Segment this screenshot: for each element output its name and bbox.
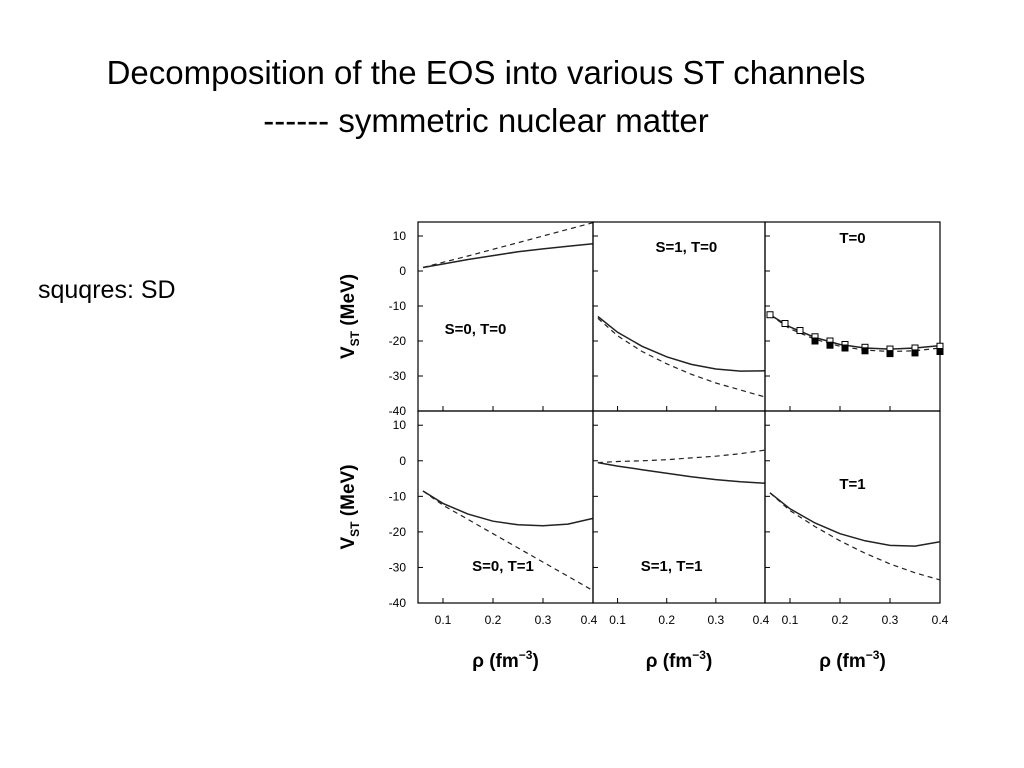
x-tick-label: 0.2 — [658, 613, 675, 627]
y-axis-title: VST (MeV) — [338, 464, 362, 549]
filled-square-marker — [911, 349, 919, 357]
y-tick-label: -10 — [389, 489, 407, 503]
series-dashed-line — [422, 222, 594, 269]
panel-frame — [764, 221, 941, 412]
panel-frame — [764, 410, 941, 604]
x-tick-label: 0.4 — [932, 613, 949, 627]
series-solid-line — [422, 242, 594, 269]
y-tick-label: 10 — [393, 418, 407, 432]
x-tick-label: 0.2 — [832, 613, 849, 627]
filled-square-marker — [811, 337, 819, 345]
x-tick-label: 0.4 — [753, 613, 770, 627]
panel-4: 10 0 -10 -20 -30 -40 0.1 0.2 0.3 0.4 S=0, T=1 — [389, 410, 598, 627]
y-tick-label: -20 — [389, 334, 407, 348]
series-solid-line — [597, 315, 766, 372]
y-tick-label: -40 — [389, 596, 407, 610]
panel-label: S=1, T=1 — [641, 558, 703, 575]
x-tick-label: 0.3 — [535, 613, 552, 627]
filled-square-marker — [841, 344, 849, 352]
series-dashed-line — [597, 317, 766, 398]
series-dashed-line — [422, 490, 594, 592]
x-tick-label: 0.1 — [609, 613, 626, 627]
panel-3: T=0 — [764, 221, 944, 412]
series-dashed-line — [769, 492, 941, 581]
y-tick-label: 0 — [399, 264, 406, 278]
y-tick-label: -30 — [389, 369, 407, 383]
y-tick-label: -30 — [389, 560, 407, 574]
series-dashed-line — [769, 314, 941, 353]
series-dashed-line — [597, 449, 766, 464]
filled-square-marker — [861, 347, 869, 355]
panel-label: S=0, T=1 — [472, 558, 534, 575]
x-tick-label: 0.1 — [782, 613, 799, 627]
x-tick-label: 0.2 — [485, 613, 502, 627]
y-tick-label: -10 — [389, 299, 407, 313]
side-note: squqres: SD — [38, 276, 176, 304]
slide-title-line-1: Decomposition of the EOS into various ST… — [106, 54, 866, 91]
series-solid-line — [769, 314, 941, 350]
panel-label: T=0 — [839, 230, 865, 247]
series-solid-line — [769, 492, 941, 547]
x-tick-label: 0.3 — [882, 613, 899, 627]
x-axis-title: ρ (fm−3) — [646, 648, 713, 672]
y-tick-label: 0 — [399, 454, 406, 468]
panel-label: T=1 — [839, 476, 865, 493]
x-axis-title: ρ (fm−3) — [472, 648, 539, 672]
slide-title-line-2: ------ symmetric nuclear matter — [263, 102, 709, 139]
panel-label: S=0, T=0 — [445, 321, 507, 338]
panel-frame — [417, 221, 594, 412]
panel-1: 10 0 -10 -20 -30 -40 S=0, T=0 — [389, 221, 594, 418]
panel-6: 0.1 0.2 0.3 0.4 T=1 — [764, 410, 949, 627]
series-solid-line — [597, 461, 766, 484]
series-solid-line — [422, 490, 594, 527]
filled-square-marker — [936, 348, 944, 355]
filled-square-marker — [886, 350, 894, 358]
panel-2: S=1, T=0 — [592, 221, 766, 412]
y-tick-label: -40 — [389, 404, 407, 418]
y-tick-label: 10 — [393, 229, 407, 243]
panel-5: 0.1 0.2 0.3 0.4 S=1, T=1 — [592, 410, 770, 627]
y-axis-title: VST (MeV) — [338, 274, 362, 359]
open-square-marker — [766, 311, 774, 319]
x-tick-label: 0.1 — [435, 613, 452, 627]
x-axis-title: ρ (fm−3) — [819, 648, 886, 672]
panel-label: S=1, T=0 — [656, 239, 718, 256]
filled-square-marker — [826, 341, 834, 349]
y-tick-label: -20 — [389, 525, 407, 539]
x-tick-label: 0.4 — [581, 613, 598, 627]
open-square-marker — [796, 327, 804, 334]
open-square-marker — [781, 320, 789, 327]
x-tick-label: 0.3 — [708, 613, 725, 627]
